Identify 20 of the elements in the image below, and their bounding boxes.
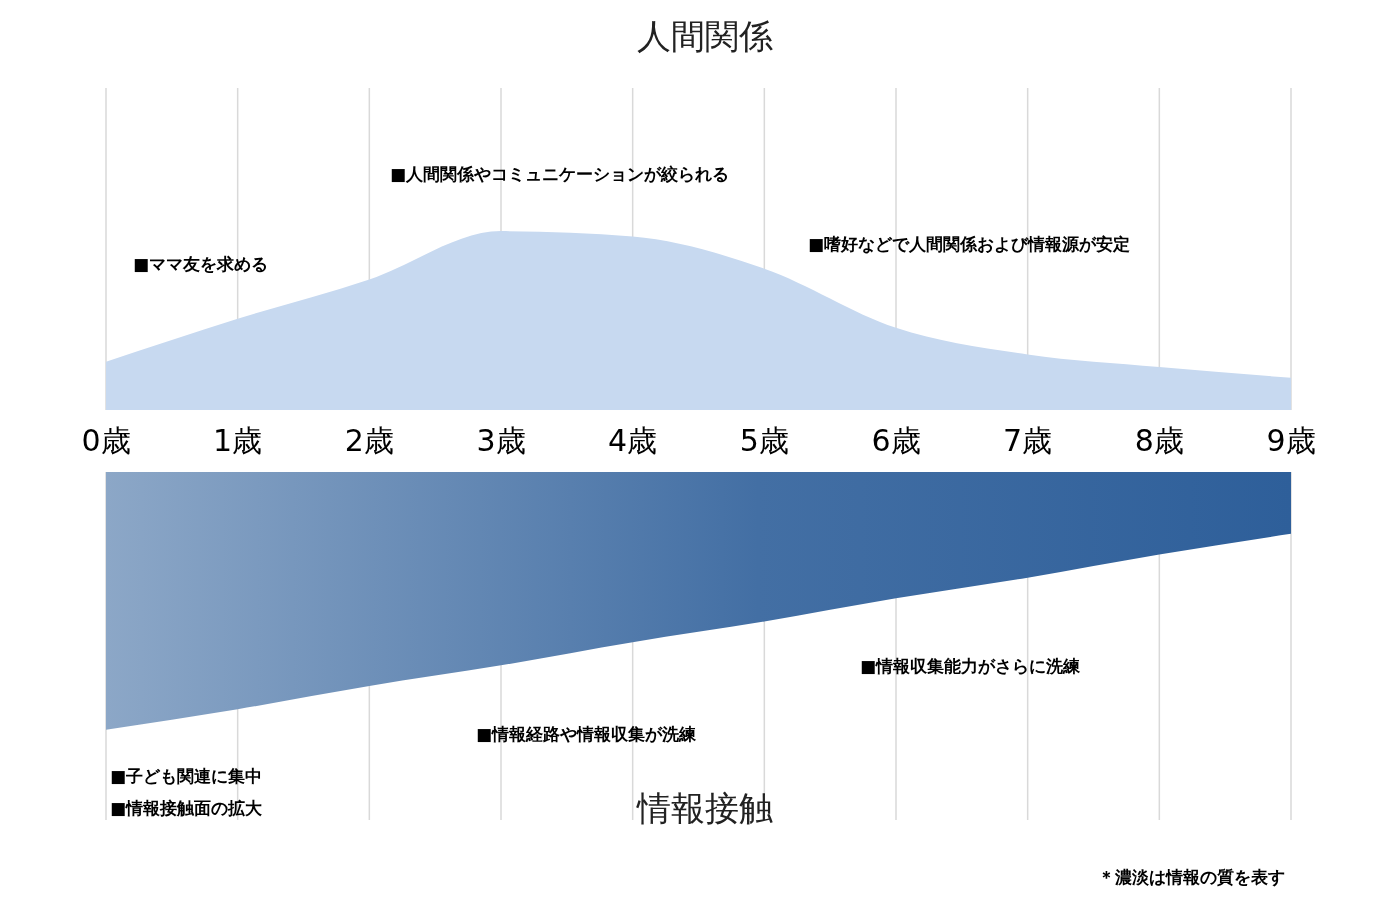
text: 情報接触 [637,788,773,828]
x-tick-label: 5歳 [739,423,789,459]
x-tick-label: 7歳 [1003,423,1053,459]
x-tick-label: 9歳 [1266,423,1316,459]
text: ■子ども関連に集中 [110,765,263,788]
annotation: ■嗜好などで人間関係および情報源が安定 [808,233,1131,256]
text: ■人間関係やコミュニケーションが絞られる [390,163,730,186]
annotation: ■情報収集能力がさらに洗練 [860,655,1081,678]
x-tick-label: 8歳 [1134,423,1184,459]
x-tick-label: 4歳 [608,423,658,459]
x-tick-label: 6歳 [871,423,921,459]
annotation: ■情報経路や情報収集が洗練 [476,723,697,746]
chart-title: 人間関係 [636,15,774,58]
x-tick-label: 1歳 [213,423,263,459]
x-tick-label: 0歳 [81,423,131,459]
x-tick-label: 2歳 [344,423,394,459]
annotation: ■ママ友を求める [133,253,269,276]
text: ■情報接触面の拡大 [110,797,263,820]
text: ＊濃淡は情報の質を表す [1098,866,1285,889]
x-tick-label: 3歳 [476,423,526,459]
